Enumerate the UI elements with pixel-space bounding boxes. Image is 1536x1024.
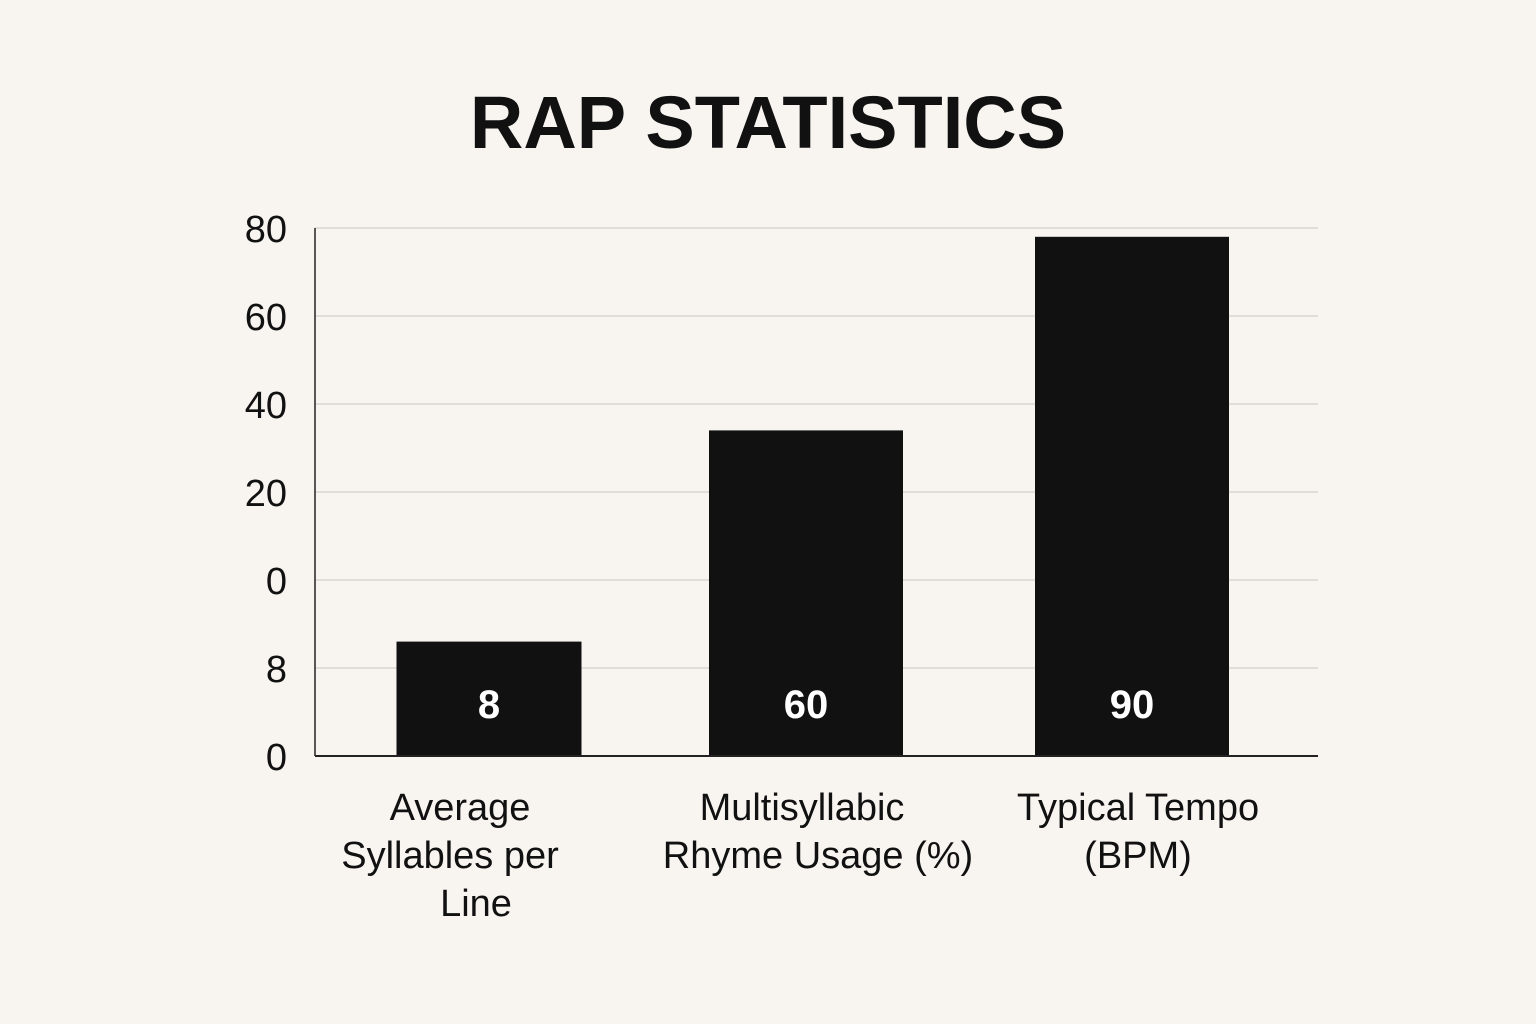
x-category-label-line: Syllables per bbox=[341, 835, 559, 877]
axis-layer bbox=[314, 228, 1318, 757]
y-tick-label: 20 bbox=[245, 473, 287, 515]
x-category-label: Average Syllables per Line bbox=[341, 787, 559, 925]
chart-title: RAP STATISTICS bbox=[470, 81, 1066, 164]
x-category-label: Typical Tempo (BPM) bbox=[1017, 787, 1259, 877]
bar-value-label: 90 bbox=[1110, 683, 1155, 727]
bar bbox=[396, 641, 582, 756]
x-category-label-line: Average bbox=[390, 787, 531, 829]
x-category-label-line: Typical Tempo bbox=[1017, 787, 1259, 829]
y-tick-label: 0 bbox=[266, 561, 287, 603]
y-tick-label: 8 bbox=[266, 649, 287, 691]
y-tick-label: 40 bbox=[245, 385, 287, 427]
x-category-label-line: Line bbox=[440, 883, 512, 925]
y-tick-label: 60 bbox=[245, 297, 287, 339]
x-category-label-line: (BPM) bbox=[1084, 835, 1192, 877]
x-category-label-line: Rhyme Usage (%) bbox=[663, 835, 973, 877]
bar bbox=[709, 430, 903, 756]
x-category-label-line: Multisyllabic bbox=[700, 787, 905, 829]
x-category-label: Multisyllabic Rhyme Usage (%) bbox=[663, 787, 973, 877]
y-tick-label: 0 bbox=[266, 737, 287, 779]
bar-value-label: 8 bbox=[478, 683, 500, 727]
y-tick-label: 80 bbox=[245, 209, 287, 251]
bars-layer bbox=[396, 236, 1229, 757]
bar-value-label: 60 bbox=[784, 683, 829, 727]
bar bbox=[1035, 236, 1229, 757]
